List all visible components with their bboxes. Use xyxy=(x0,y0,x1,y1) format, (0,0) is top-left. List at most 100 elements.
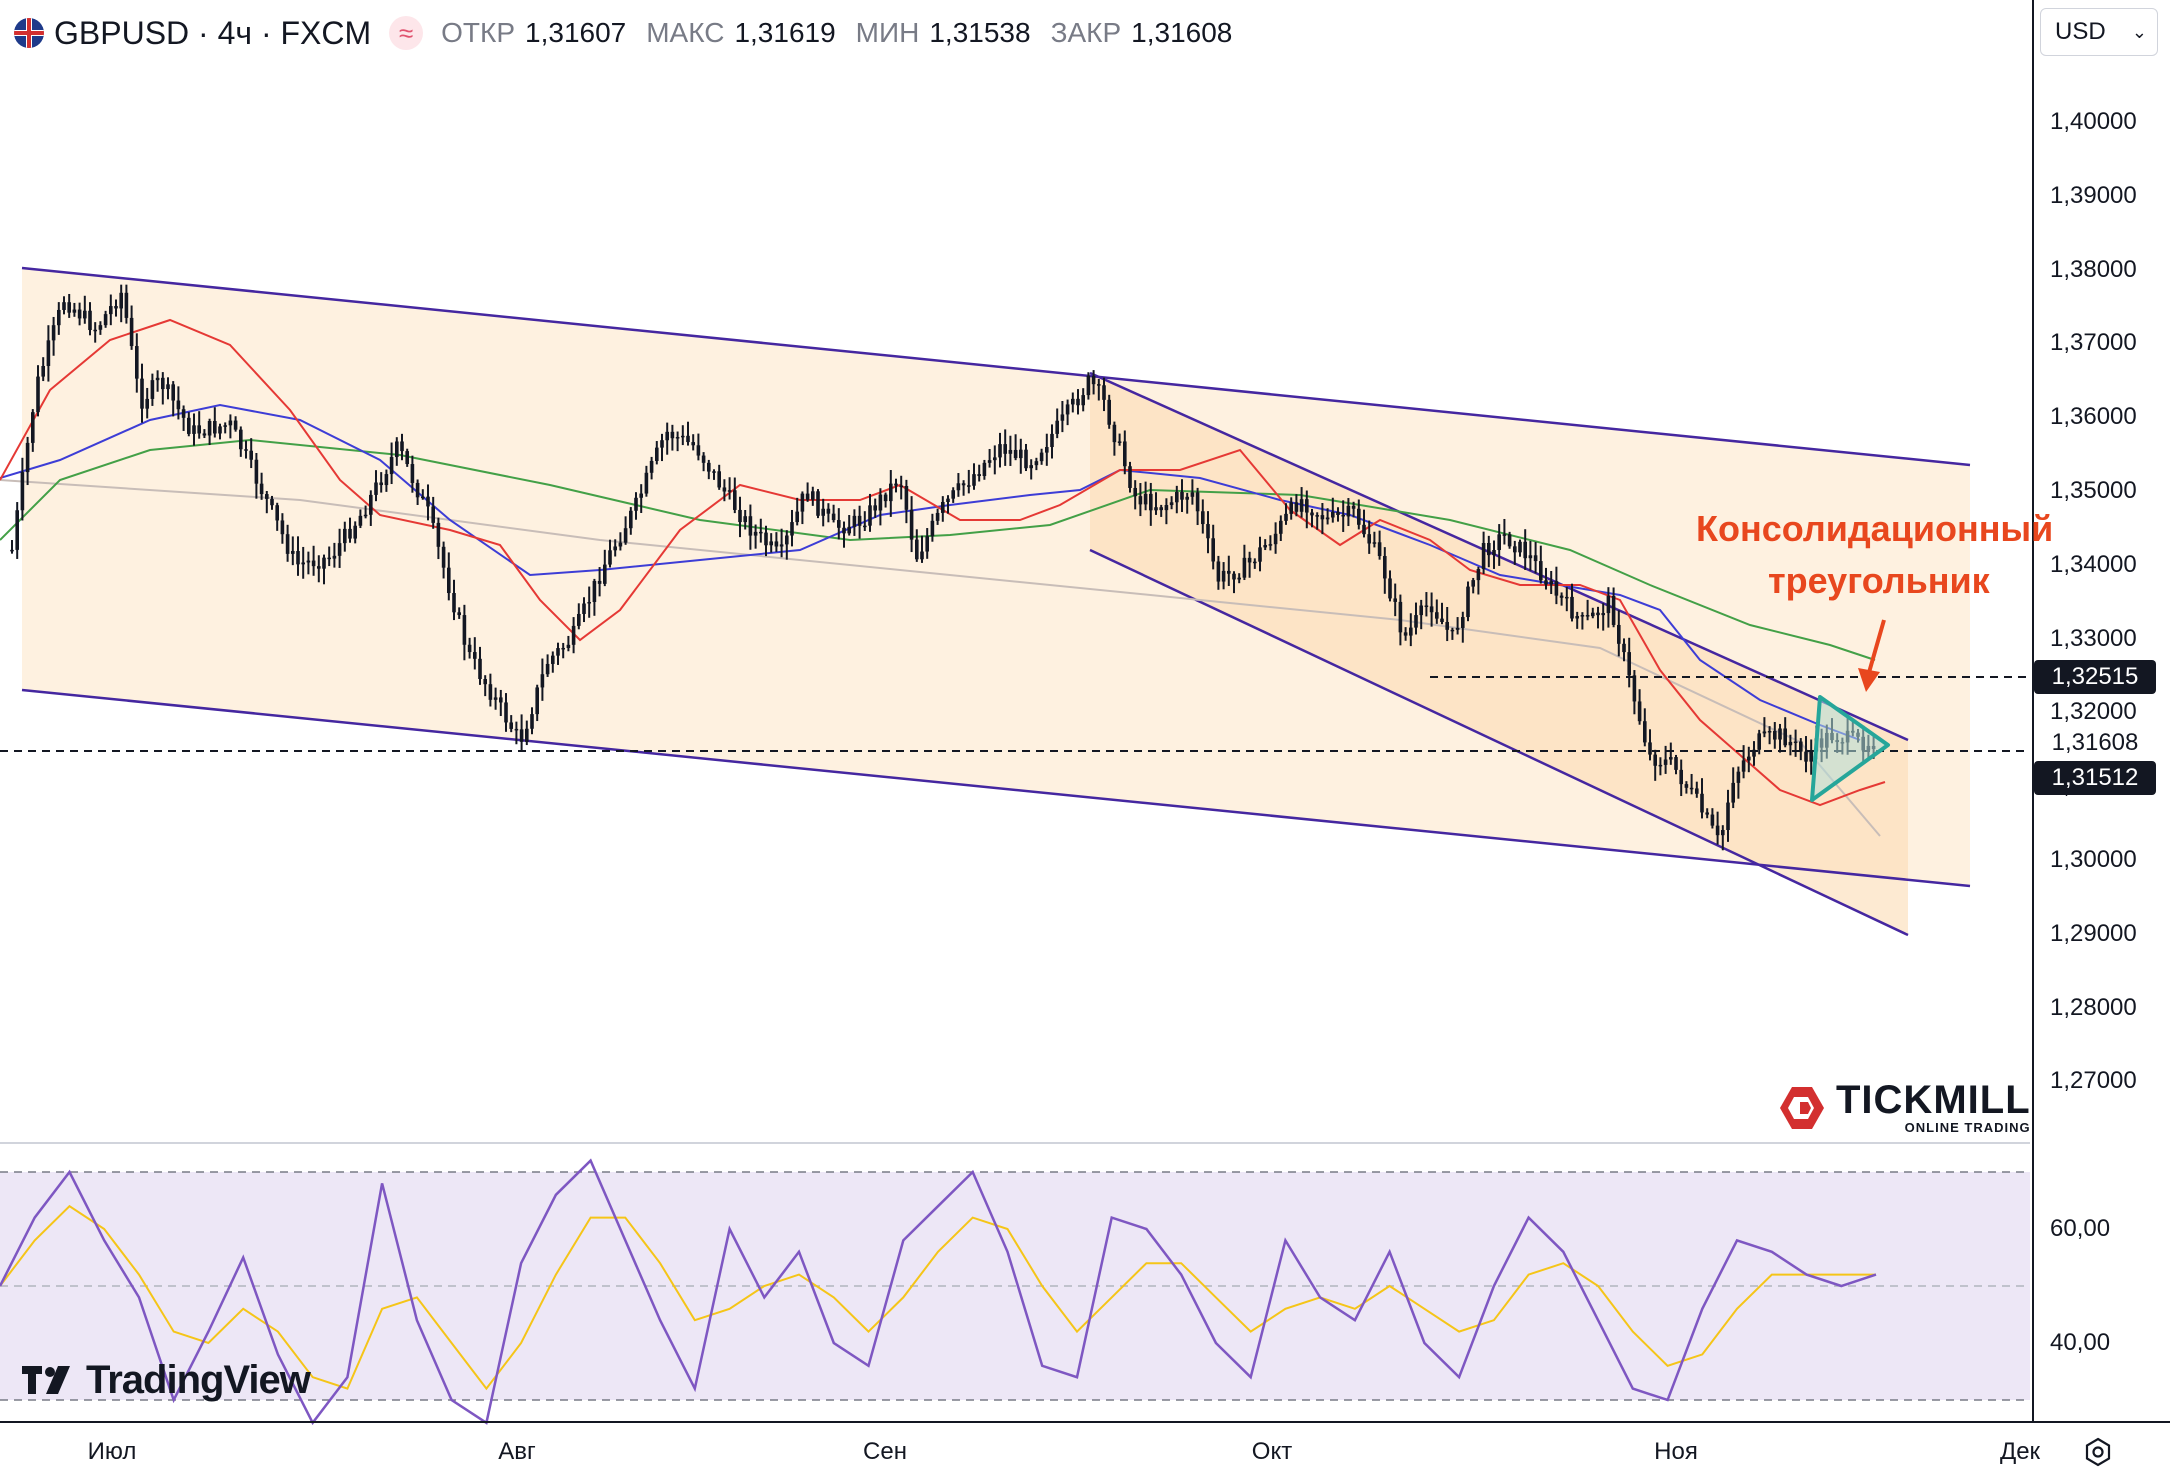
candle[interactable] xyxy=(681,425,685,446)
candle[interactable] xyxy=(1154,492,1158,515)
candle[interactable] xyxy=(1232,571,1236,594)
candle[interactable] xyxy=(1788,734,1793,756)
candle[interactable] xyxy=(592,578,597,616)
candle[interactable] xyxy=(1128,461,1132,493)
candle[interactable] xyxy=(1050,424,1054,459)
candle[interactable] xyxy=(1721,825,1725,851)
candle[interactable] xyxy=(1497,524,1501,566)
candle[interactable] xyxy=(228,414,233,439)
candle[interactable] xyxy=(83,295,87,324)
candle[interactable] xyxy=(987,448,992,468)
candle[interactable] xyxy=(634,492,638,520)
candle[interactable] xyxy=(1117,433,1122,446)
candle[interactable] xyxy=(239,426,243,457)
candle[interactable] xyxy=(1398,594,1403,646)
candle[interactable] xyxy=(181,405,186,431)
candle[interactable] xyxy=(1029,459,1033,480)
candle[interactable] xyxy=(977,464,981,482)
candle[interactable] xyxy=(857,505,862,539)
candle[interactable] xyxy=(795,497,799,526)
candle[interactable] xyxy=(1149,482,1153,526)
candle[interactable] xyxy=(1700,778,1704,819)
candle[interactable] xyxy=(925,528,929,559)
candle[interactable] xyxy=(400,433,404,461)
candle[interactable] xyxy=(1793,729,1798,757)
candle[interactable] xyxy=(1305,490,1309,529)
candle[interactable] xyxy=(213,407,217,438)
candle[interactable] xyxy=(1492,540,1496,569)
candle[interactable] xyxy=(883,492,888,508)
candle[interactable] xyxy=(608,539,612,568)
candle[interactable] xyxy=(1757,729,1761,755)
candle[interactable] xyxy=(759,518,763,543)
candle[interactable] xyxy=(98,321,103,335)
candle[interactable] xyxy=(1091,370,1096,395)
candle[interactable] xyxy=(369,490,373,526)
candle[interactable] xyxy=(1247,551,1252,578)
candle[interactable] xyxy=(639,484,643,513)
candle[interactable] xyxy=(894,478,898,493)
candle[interactable] xyxy=(202,429,207,439)
candle[interactable] xyxy=(504,693,508,732)
candle[interactable] xyxy=(119,284,123,323)
candle[interactable] xyxy=(1544,567,1548,590)
candle[interactable] xyxy=(15,502,19,559)
candle[interactable] xyxy=(452,579,456,621)
candle[interactable] xyxy=(1341,500,1345,532)
candle[interactable] xyxy=(774,532,779,552)
candle[interactable] xyxy=(868,493,872,532)
candle[interactable] xyxy=(280,513,285,544)
candle[interactable] xyxy=(20,457,25,521)
candle[interactable] xyxy=(1695,781,1699,798)
candle[interactable] xyxy=(1554,566,1559,605)
candle[interactable] xyxy=(1528,540,1533,571)
candle[interactable] xyxy=(1476,566,1481,595)
candle[interactable] xyxy=(930,513,935,542)
candle[interactable] xyxy=(1601,603,1605,631)
candle[interactable] xyxy=(1705,808,1709,819)
candle[interactable] xyxy=(103,310,108,328)
candle[interactable] xyxy=(150,373,155,406)
candle[interactable] xyxy=(1299,487,1304,518)
candle[interactable] xyxy=(218,423,222,440)
candle[interactable] xyxy=(1429,592,1434,627)
candle[interactable] xyxy=(1653,749,1657,781)
candle[interactable] xyxy=(779,528,784,558)
candle[interactable] xyxy=(1455,617,1460,635)
candle[interactable] xyxy=(1190,479,1195,505)
candle[interactable] xyxy=(1747,746,1751,773)
candle[interactable] xyxy=(467,637,472,659)
candle[interactable] xyxy=(353,521,357,544)
candle[interactable] xyxy=(135,333,139,393)
candle[interactable] xyxy=(395,437,399,466)
candle[interactable] xyxy=(441,541,446,579)
candle[interactable] xyxy=(1487,535,1491,568)
candle[interactable] xyxy=(1201,499,1205,534)
candle[interactable] xyxy=(1778,723,1782,753)
candle[interactable] xyxy=(582,597,586,623)
candle[interactable] xyxy=(1461,611,1465,643)
candle[interactable] xyxy=(171,381,175,417)
candle[interactable] xyxy=(1320,502,1325,535)
candle[interactable] xyxy=(1643,708,1647,747)
candle[interactable] xyxy=(327,546,331,567)
candle[interactable] xyxy=(51,316,56,356)
big-channel-top[interactable] xyxy=(21,266,1971,467)
candle[interactable] xyxy=(967,469,971,494)
candle[interactable] xyxy=(447,552,451,601)
candle[interactable] xyxy=(1310,508,1314,528)
candle[interactable] xyxy=(1377,530,1382,560)
candle[interactable] xyxy=(192,413,196,446)
candle[interactable] xyxy=(618,532,623,551)
candle[interactable] xyxy=(1346,498,1351,527)
candle[interactable] xyxy=(124,284,129,324)
candle[interactable] xyxy=(233,416,238,432)
candle[interactable] xyxy=(1216,555,1221,590)
candle[interactable] xyxy=(1632,670,1637,715)
candle[interactable] xyxy=(847,515,851,536)
candle[interactable] xyxy=(1065,399,1070,426)
candle[interactable] xyxy=(244,440,248,459)
candle[interactable] xyxy=(1767,726,1772,745)
candle[interactable] xyxy=(348,517,352,543)
